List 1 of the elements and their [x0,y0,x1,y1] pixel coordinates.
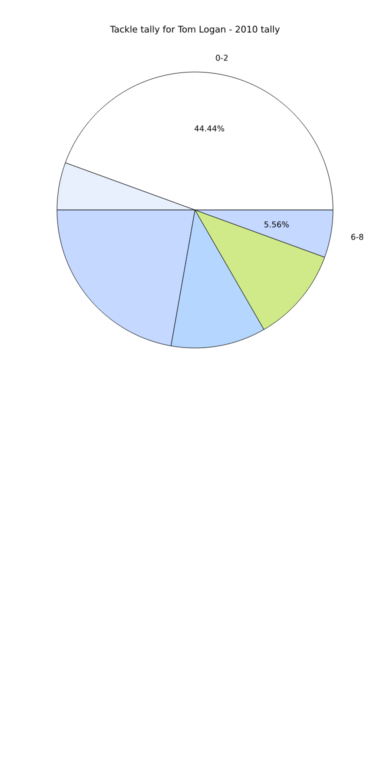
chart-title: Tackle tally for Tom Logan - 2010 tally [110,26,280,34]
